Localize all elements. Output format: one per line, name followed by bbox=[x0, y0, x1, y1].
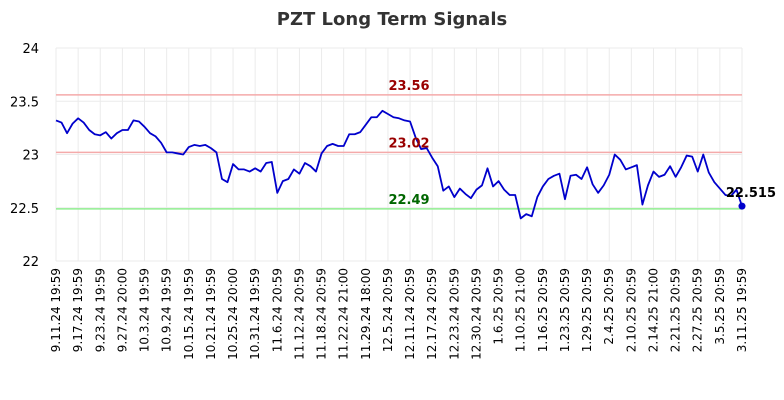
x-tick-label: 9.17.24 19:59 bbox=[71, 268, 85, 352]
x-tick-label: 10.3.24 19:59 bbox=[138, 268, 152, 352]
x-tick-label: 9.27.24 20:00 bbox=[115, 268, 129, 352]
x-tick-label: 2.27.25 20:59 bbox=[691, 268, 705, 352]
x-tick-label: 11.12.24 20:59 bbox=[292, 268, 306, 360]
x-tick-label: 1.23.25 20:59 bbox=[558, 268, 572, 352]
x-axis: 9.11.24 19:59 9.17.24 19:59 9.23.24 19:59 9… bbox=[49, 268, 749, 360]
x-tick-label: 11.22.24 21:00 bbox=[337, 268, 351, 360]
y-axis: 22 22.5 23 23.5 24 bbox=[10, 42, 39, 270]
x-tick-label: 12.11.24 20:59 bbox=[403, 268, 417, 360]
reference-line-label: 22.49 bbox=[388, 193, 429, 208]
x-tick-label: 1.6.25 20:59 bbox=[492, 268, 506, 345]
x-tick-label: 2.4.25 20:59 bbox=[602, 268, 616, 345]
x-tick-label: 1.16.25 20:59 bbox=[536, 268, 550, 352]
series-line bbox=[55, 109, 743, 220]
x-tick-label: 12.23.24 20:59 bbox=[447, 268, 461, 360]
x-tick-label: 3.5.25 20:59 bbox=[713, 268, 727, 345]
y-tick-label: 23 bbox=[22, 149, 39, 164]
reference-line-label: 23.02 bbox=[388, 136, 429, 151]
x-tick-label: 10.21.24 19:59 bbox=[204, 268, 218, 360]
x-tick-label: 1.29.25 20:59 bbox=[580, 268, 594, 352]
last-value-label: 22.515 bbox=[726, 186, 776, 201]
x-tick-label: 11.18.24 20:59 bbox=[315, 268, 329, 360]
x-tick-label: 2.14.25 21:00 bbox=[646, 268, 660, 352]
x-tick-label: 11.29.24 18:00 bbox=[359, 268, 373, 360]
x-tick-label: 9.23.24 19:59 bbox=[93, 268, 107, 352]
x-tick-label: 12.5.24 20:59 bbox=[381, 268, 395, 352]
x-tick-label: 12.17.24 20:59 bbox=[425, 268, 439, 360]
x-tick-label: 11.6.24 20:59 bbox=[270, 268, 284, 352]
x-tick-label: 12.30.24 20:59 bbox=[469, 268, 483, 360]
x-tick-label: 10.31.24 19:59 bbox=[248, 268, 262, 360]
y-tick-label: 22.5 bbox=[10, 202, 39, 217]
annotations: 23.56 23.02 22.49 22.515 bbox=[388, 79, 776, 208]
y-tick-label: 23.5 bbox=[10, 95, 39, 110]
x-tick-label: 10.15.24 19:59 bbox=[182, 268, 196, 360]
x-tick-label: 2.21.25 20:59 bbox=[669, 268, 683, 352]
x-tick-label: 10.9.24 19:59 bbox=[160, 268, 174, 352]
x-tick-label: 2.10.25 20:59 bbox=[624, 268, 638, 352]
reference-line-label: 23.56 bbox=[388, 79, 429, 94]
reference-lines bbox=[56, 94, 742, 210]
x-tick-label: 3.11.25 19:59 bbox=[735, 268, 749, 352]
x-tick-label: 1.10.25 21:00 bbox=[514, 268, 528, 352]
x-tick-label: 10.25.24 20:00 bbox=[226, 268, 240, 360]
chart-title: PZT Long Term Signals bbox=[277, 9, 507, 30]
y-tick-label: 24 bbox=[22, 42, 39, 57]
series-group bbox=[55, 109, 746, 220]
last-point-marker bbox=[738, 202, 746, 210]
y-tick-label: 22 bbox=[22, 255, 39, 270]
x-tick-label: 9.11.24 19:59 bbox=[49, 268, 63, 352]
